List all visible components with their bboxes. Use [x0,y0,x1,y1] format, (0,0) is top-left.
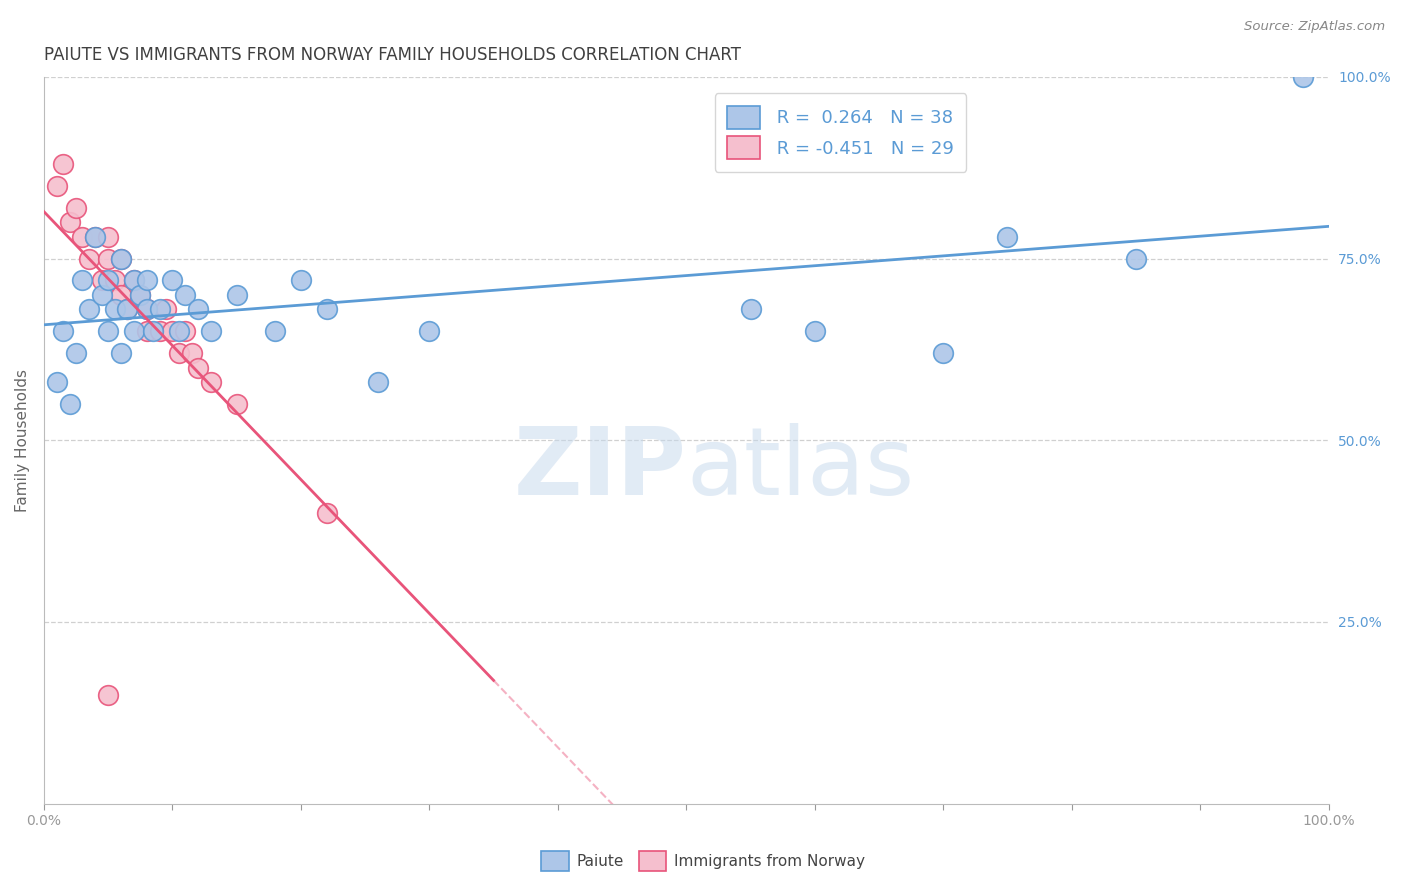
Point [1292,70,1315,84]
Point [200,375,222,389]
Point [117,302,139,317]
Point [174,324,197,338]
Point [187,360,209,375]
Point [162,324,184,338]
Text: atlas: atlas [686,424,914,516]
Point [129,288,152,302]
Point [162,273,184,287]
Point [135,273,157,287]
Point [142,324,165,338]
Legend:  R =  0.264   N = 38,  R = -0.451   N = 29: R = 0.264 N = 38, R = -0.451 N = 29 [714,93,966,172]
Point [117,302,139,317]
Point [77,302,100,317]
Y-axis label: Family Households: Family Households [15,368,30,512]
Point [97,324,120,338]
Point [135,302,157,317]
Point [52,324,75,338]
Point [264,324,287,338]
Text: Source: ZipAtlas.com: Source: ZipAtlas.com [1244,20,1385,33]
Point [90,288,112,302]
Point [290,273,312,287]
Point [932,346,955,360]
Point [180,346,202,360]
Point [174,288,197,302]
Point [110,346,132,360]
Point [103,302,125,317]
Point [97,273,120,287]
Point [110,252,132,266]
Point [418,324,440,338]
Point [225,288,247,302]
Point [58,397,80,411]
Point [315,506,337,520]
Point [225,397,247,411]
Text: PAIUTE VS IMMIGRANTS FROM NORWAY FAMILY HOUSEHOLDS CORRELATION CHART: PAIUTE VS IMMIGRANTS FROM NORWAY FAMILY … [44,46,741,64]
Point [740,302,762,317]
Point [135,302,157,317]
Point [155,302,177,317]
Point [129,288,152,302]
Point [110,288,132,302]
Point [997,229,1019,244]
Point [148,302,170,317]
Text: ZIP: ZIP [513,424,686,516]
Point [122,273,145,287]
Point [103,273,125,287]
Point [52,157,75,171]
Point [167,324,190,338]
Point [65,346,87,360]
Point [72,229,94,244]
Point [110,252,132,266]
Point [97,229,120,244]
Point [122,273,145,287]
Point [84,229,107,244]
Point [72,273,94,287]
Point [90,273,112,287]
Point [84,229,107,244]
Legend: Paiute, Immigrants from Norway: Paiute, Immigrants from Norway [534,846,872,877]
Point [97,252,120,266]
Point [65,201,87,215]
Point [122,324,145,338]
Point [200,324,222,338]
Point [1125,252,1147,266]
Point [77,252,100,266]
Point [367,375,389,389]
Point [187,302,209,317]
Point [167,346,190,360]
Point [148,324,170,338]
Point [135,324,157,338]
Point [58,215,80,229]
Point [803,324,825,338]
Point [315,302,337,317]
Point [97,688,120,702]
Point [45,178,67,193]
Point [45,375,67,389]
